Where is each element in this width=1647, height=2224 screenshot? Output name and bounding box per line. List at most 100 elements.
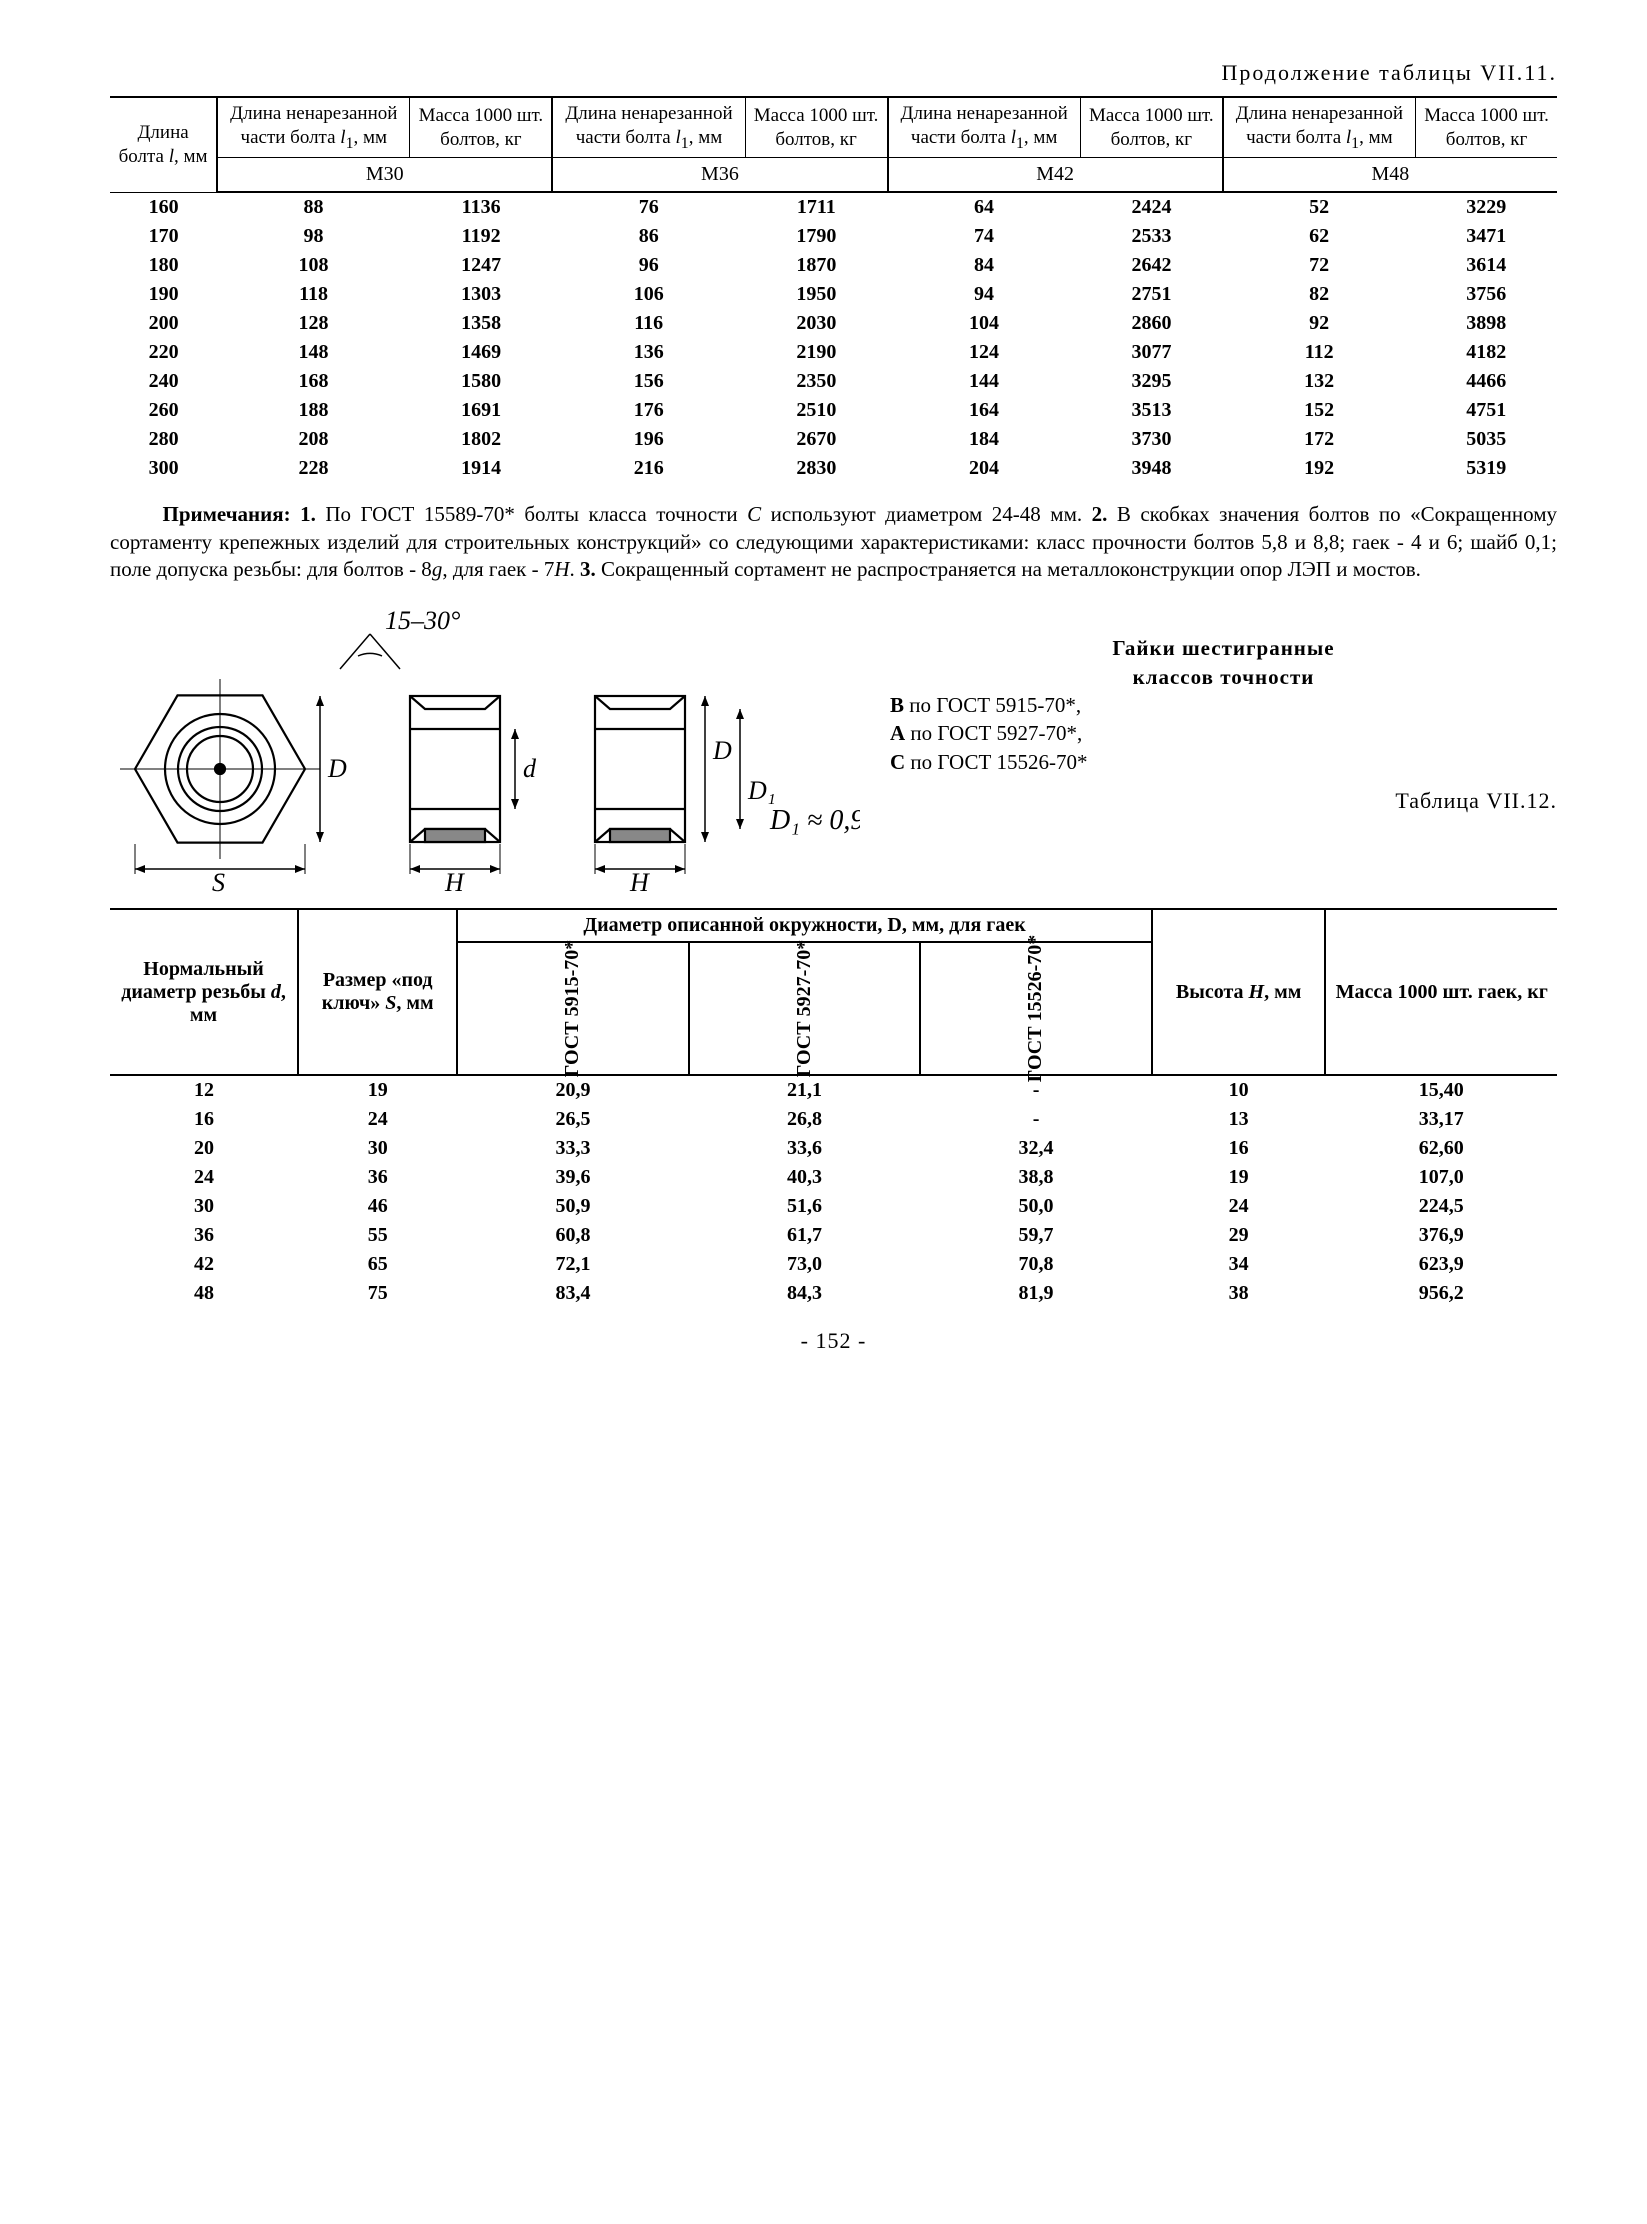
- table-cell: 72: [1223, 251, 1416, 280]
- t2-col-s: Размер «под ключ» S, мм: [298, 909, 457, 1075]
- table-row: 2401681580156235014432951324466: [110, 367, 1557, 396]
- table-cell: 81,9: [920, 1279, 1152, 1308]
- nuts-line-2: С по ГОСТ 15526-70*: [890, 748, 1557, 776]
- table-cell: 75: [298, 1279, 457, 1308]
- table-cell: 19: [298, 1075, 457, 1105]
- table-cell: 170: [110, 222, 217, 251]
- t2-body: 121920,921,1-1015,40162426,526,8-1333,17…: [110, 1075, 1557, 1308]
- table-cell: 30: [110, 1192, 298, 1221]
- table-cell: 26,8: [689, 1105, 921, 1134]
- d1-formula: D₁ ≈ 0,95S: [769, 805, 860, 836]
- t1-h-b4: Масса 1000 шт. болтов, кг: [1416, 97, 1557, 158]
- table-row: 3002281914216283020439481925319: [110, 454, 1557, 483]
- table-cell: 3898: [1416, 309, 1557, 338]
- table-cell: 1691: [410, 396, 552, 425]
- table2-number: Таблица VII.12.: [890, 786, 1557, 816]
- table-cell: 1950: [745, 280, 887, 309]
- table-row: 160881136761711642424523229: [110, 192, 1557, 222]
- table-cell: 1192: [410, 222, 552, 251]
- table-cell: 1303: [410, 280, 552, 309]
- table-cell: 15,40: [1325, 1075, 1557, 1105]
- table-cell: 62: [1223, 222, 1416, 251]
- t1-body: 1608811367617116424245232291709811928617…: [110, 192, 1557, 483]
- table-cell: 29: [1152, 1221, 1326, 1250]
- table-vii-12: Нормальный диаметр резьбы d, мм Размер «…: [110, 908, 1557, 1308]
- table-cell: 124: [888, 338, 1081, 367]
- table-cell: 88: [217, 192, 410, 222]
- table-cell: 228: [217, 454, 410, 483]
- table-cell: -: [920, 1105, 1152, 1134]
- table-cell: 1136: [410, 192, 552, 222]
- table-cell: 62,60: [1325, 1134, 1557, 1163]
- svg-text:d: d: [523, 754, 537, 783]
- svg-text:D: D: [327, 754, 347, 783]
- table-cell: 160: [110, 192, 217, 222]
- table-cell: 20: [110, 1134, 298, 1163]
- table-cell: 3513: [1080, 396, 1222, 425]
- table-cell: 70,8: [920, 1250, 1152, 1279]
- table-cell: 5319: [1416, 454, 1557, 483]
- table-cell: 50,0: [920, 1192, 1152, 1221]
- table-cell: 192: [1223, 454, 1416, 483]
- t1-h-a2: Длина ненаре­занной части болта l1, мм: [552, 97, 745, 158]
- table-cell: 84,3: [689, 1279, 921, 1308]
- table-cell: 72,1: [457, 1250, 689, 1279]
- table-cell: 2830: [745, 454, 887, 483]
- svg-text:D: D: [712, 736, 732, 765]
- table-cell: 2642: [1080, 251, 1222, 280]
- table-cell: 190: [110, 280, 217, 309]
- table-row: 200128135811620301042860923898: [110, 309, 1557, 338]
- table-cell: 55: [298, 1221, 457, 1250]
- svg-text:H: H: [629, 868, 650, 894]
- nuts-line-0: В по ГОСТ 5915-70*,: [890, 691, 1557, 719]
- table-cell: 26,5: [457, 1105, 689, 1134]
- table-cell: 623,9: [1325, 1250, 1557, 1279]
- table-cell: 172: [1223, 425, 1416, 454]
- table-row: 426572,173,070,834623,9: [110, 1250, 1557, 1279]
- t2-col-g3: ГОСТ 15526-70*: [920, 942, 1152, 1075]
- table-cell: 83,4: [457, 1279, 689, 1308]
- table-cell: 168: [217, 367, 410, 396]
- t2-col-g1: ГОСТ 5915-70*: [457, 942, 689, 1075]
- notes: Примечания: 1. По ГОСТ 15589-70* болты к…: [110, 501, 1557, 583]
- table-cell: 956,2: [1325, 1279, 1557, 1308]
- table-cell: 96: [552, 251, 745, 280]
- table-cell: 184: [888, 425, 1081, 454]
- table-cell: 34: [1152, 1250, 1326, 1279]
- table-cell: 38,8: [920, 1163, 1152, 1192]
- t1-group-0: М30: [217, 158, 552, 193]
- table-cell: 2860: [1080, 309, 1222, 338]
- table-cell: 2510: [745, 396, 887, 425]
- table-row: 2201481469136219012430771124182: [110, 338, 1557, 367]
- table-row: 304650,951,650,024224,5: [110, 1192, 1557, 1221]
- t1-h-a3: Длина ненаре­занной части болта l1, мм: [888, 97, 1081, 158]
- table-cell: 132: [1223, 367, 1416, 396]
- nuts-title-2: классов точности: [890, 663, 1557, 691]
- table-cell: 74: [888, 222, 1081, 251]
- table-cell: 2670: [745, 425, 887, 454]
- table-cell: 220: [110, 338, 217, 367]
- continuation-title: Продолжение таблицы VII.11.: [110, 60, 1557, 86]
- table-cell: 3614: [1416, 251, 1557, 280]
- table-cell: 61,7: [689, 1221, 921, 1250]
- table-cell: 3295: [1080, 367, 1222, 396]
- t1-h-a4: Длина ненаре­занной части болта l1, мм: [1223, 97, 1416, 158]
- table-cell: 32,4: [920, 1134, 1152, 1163]
- table-cell: 36: [298, 1163, 457, 1192]
- table-cell: 1914: [410, 454, 552, 483]
- table-cell: 2350: [745, 367, 887, 396]
- table-row: 243639,640,338,819107,0: [110, 1163, 1557, 1192]
- table-cell: 4466: [1416, 367, 1557, 396]
- t1-group-3: М48: [1223, 158, 1557, 193]
- t1-col0: Длина болта l, мм: [110, 97, 217, 192]
- table-cell: 98: [217, 222, 410, 251]
- table-cell: 33,17: [1325, 1105, 1557, 1134]
- table-row: 203033,333,632,41662,60: [110, 1134, 1557, 1163]
- table-cell: 176: [552, 396, 745, 425]
- table-cell: 20,9: [457, 1075, 689, 1105]
- table-vii-11: Длина болта l, мм Длина ненаре­занной ча…: [110, 96, 1557, 483]
- table-cell: 5035: [1416, 425, 1557, 454]
- table-row: 2802081802196267018437301725035: [110, 425, 1557, 454]
- table-cell: 64: [888, 192, 1081, 222]
- page-number: - 152 -: [110, 1328, 1557, 1354]
